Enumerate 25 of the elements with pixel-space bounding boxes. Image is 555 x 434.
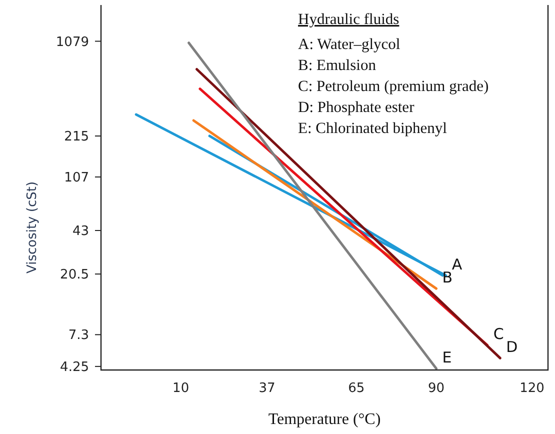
y-tick-label: 215 [64,130,89,145]
x-tick-label: 90 [428,381,445,396]
x-tick-label: 37 [258,381,276,396]
y-tick-label: 4.25 [60,360,89,375]
x-tick-label: 120 [520,381,544,396]
y-tick-label: 1079 [56,34,89,50]
y-tick-label: 20.5 [60,268,89,283]
annotation: C: Petroleum (premium grade) [298,78,489,95]
y-tick-label: 7.3 [68,328,89,344]
y-tick-label: 107 [64,170,89,186]
series-label: D [506,338,518,356]
annotation: Hydraulic fluids [298,11,400,28]
x-axis-title: Temperature (°C) [268,411,381,428]
series-label: A [452,255,463,274]
y-tick-label: 43 [72,224,89,240]
series-label: E [442,348,452,367]
y-axis-title: Viscosity (cSt) [25,181,40,274]
annotation: D: Phosphate ester [298,99,416,116]
series-label: C [493,325,504,344]
x-tick-label: 65 [348,381,365,396]
annotation: E: Chlorinated biphenyl [298,120,447,137]
annotation: A: Water–glycol [298,36,400,53]
x-tick-label: 10 [172,381,190,396]
annotation: B: Emulsion [298,57,376,74]
series-label: B [442,268,453,287]
